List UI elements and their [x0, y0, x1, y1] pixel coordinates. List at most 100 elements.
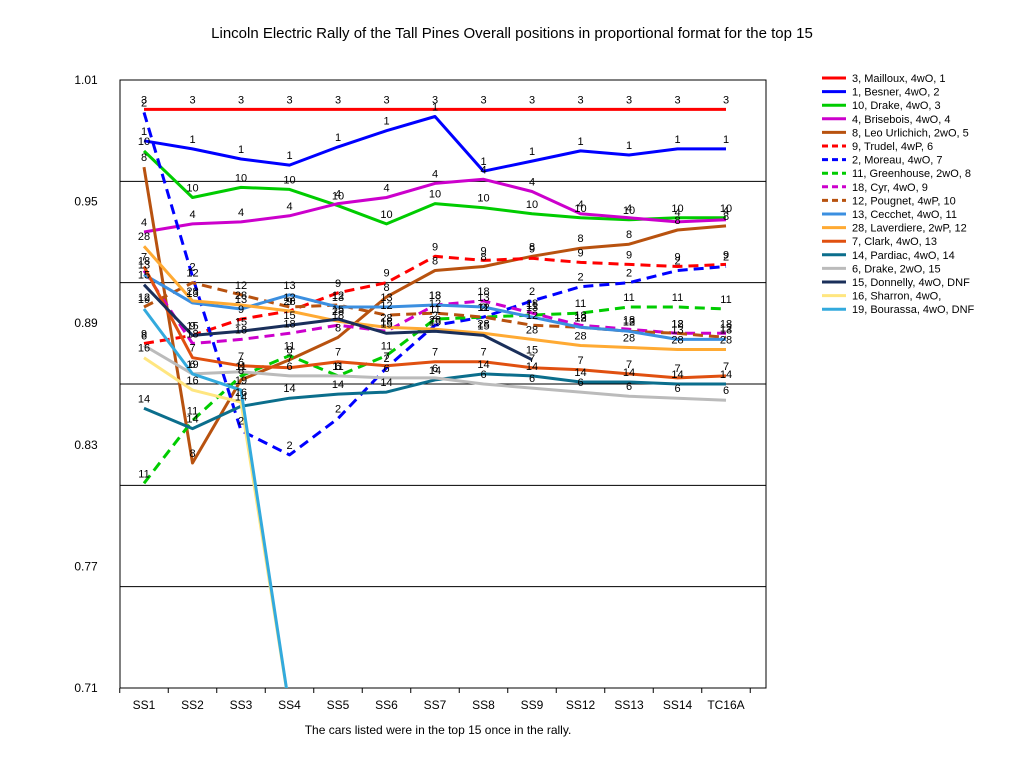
data-label: 2 [286, 440, 292, 452]
data-label: 12 [332, 290, 344, 302]
data-label: 2 [189, 262, 195, 274]
data-label: 9 [480, 245, 486, 257]
data-label: 13 [332, 292, 344, 304]
data-label: 18 [235, 324, 247, 336]
data-label: 1 [529, 146, 535, 158]
data-label: 18 [574, 310, 586, 322]
data-label: 7 [674, 363, 680, 375]
series-line [142, 283, 533, 362]
data-label: 18 [623, 314, 635, 326]
data-label: 3 [674, 94, 680, 106]
data-label: 11 [720, 294, 731, 306]
legend-entry: 4, Brisebois, 4wO, 4 [852, 114, 950, 126]
data-label: 8 [141, 152, 147, 164]
data-label: 13 [671, 324, 683, 336]
data-label: 8 [238, 365, 244, 377]
data-label: 14 [186, 414, 198, 426]
data-label: 14 [574, 367, 586, 379]
series-line [142, 149, 726, 226]
data-label: 2 [238, 416, 244, 428]
data-label: 10 [235, 172, 247, 184]
data-label: 9 [432, 241, 438, 253]
data-label: 11 [235, 361, 246, 373]
data-label: 12 [720, 322, 732, 334]
data-label: 8 [723, 211, 729, 223]
data-label: 4 [626, 203, 632, 215]
data-label: 9 [626, 249, 632, 261]
data-label: 12 [429, 298, 441, 310]
data-label: 10 [477, 193, 489, 205]
data-label: 2 [383, 353, 389, 365]
data-label: 1 [141, 126, 147, 138]
data-label: 11 [478, 302, 489, 314]
data-label: 28 [332, 306, 344, 318]
data-label: 18 [332, 310, 344, 322]
data-label: 18 [671, 318, 683, 330]
data-label: 14 [720, 369, 732, 381]
data-label: 7 [286, 353, 292, 365]
data-label: 2 [529, 286, 535, 298]
legend-entry: 19, Bourassa, 4wO, DNF [852, 304, 975, 316]
data-label: 9 [286, 296, 292, 308]
legend-entry: 14, Pardiac, 4wO, 14 [852, 250, 955, 262]
data-label: 13 [623, 316, 635, 328]
data-label: 18 [283, 318, 295, 330]
data-label: 9 [141, 328, 147, 340]
legend-entry: 18, Cyr, 4wO, 9 [852, 182, 928, 194]
data-label: 2 [335, 403, 341, 415]
data-label: 13 [283, 280, 295, 292]
data-label: 13 [429, 290, 441, 302]
data-label: 18 [380, 316, 392, 328]
series-line [142, 305, 727, 485]
series-line [143, 356, 288, 688]
x-tick-label: SS8 [472, 698, 495, 712]
data-label: 12 [235, 280, 247, 292]
data-label: 4 [529, 176, 535, 188]
data-label: 15 [526, 345, 538, 357]
data-label: 9 [674, 251, 680, 263]
y-tick-label: 0.71 [74, 681, 98, 695]
series-lines [142, 107, 727, 688]
data-label: 15 [186, 320, 198, 332]
data-label: 13 [526, 302, 538, 314]
data-label: 6 [335, 361, 341, 373]
data-label: 10 [332, 191, 344, 203]
data-label: 28 [477, 318, 489, 330]
data-label: 3 [577, 94, 583, 106]
data-label: 11 [332, 361, 343, 373]
x-axis: SS1 SS2 SS3 SS4 SS5 SS6 SS7 SS8 SS9 SS12 SS13 SS14 T… [119, 688, 751, 712]
data-label: 1 [674, 134, 680, 146]
x-tick-label: SS5 [327, 698, 350, 712]
data-label: 4 [674, 207, 680, 219]
data-label: 13 [235, 294, 247, 306]
data-label: 10 [623, 205, 635, 217]
series-line [142, 111, 727, 457]
data-label: 19 [235, 375, 247, 387]
legend-entry: 12, Pougnet, 4wP, 10 [852, 195, 956, 207]
data-label: 1 [432, 101, 438, 113]
data-label: 15 [332, 304, 344, 316]
data-label: 11 [623, 292, 634, 304]
data-label: 3 [189, 94, 195, 106]
data-label: 4 [238, 207, 244, 219]
data-label: 13 [186, 288, 198, 300]
data-label: 4 [189, 209, 195, 221]
data-label: 15 [380, 318, 392, 330]
data-label: 7 [432, 347, 438, 359]
data-label: 1 [577, 136, 583, 148]
x-tick-label: SS13 [614, 698, 644, 712]
data-label: 6 [141, 330, 147, 342]
series-line [143, 281, 727, 339]
data-label: 8 [286, 345, 292, 357]
legend-entry: 8, Leo Urlichich, 2wO, 5 [852, 127, 969, 139]
series-line [142, 308, 288, 688]
data-label: 9 [529, 243, 535, 255]
legend-entry: 10, Drake, 4wO, 3 [852, 100, 941, 112]
data-label: 6 [529, 373, 535, 385]
data-label: 8 [335, 322, 341, 334]
data-label: 6 [286, 361, 292, 373]
x-tick-label: SS4 [278, 698, 301, 712]
x-tick-label: SS1 [133, 698, 156, 712]
data-label: 3 [626, 94, 632, 106]
